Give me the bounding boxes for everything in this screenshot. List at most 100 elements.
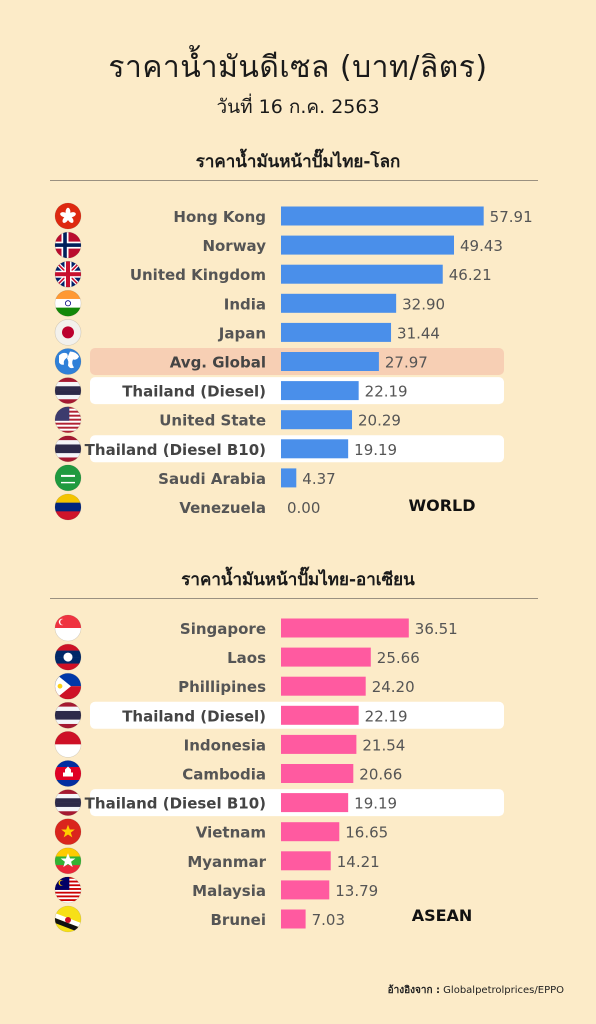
singapore-flag-icon: [54, 614, 82, 642]
chart-row: Laos 25.66: [54, 643, 420, 671]
philippines-flag-icon: [54, 672, 82, 700]
value-label: 13.79: [335, 882, 378, 900]
value-label: 16.65: [345, 824, 388, 842]
category-label: United State: [159, 412, 266, 430]
chart-row: Thailand (Diesel) 22.19: [54, 701, 504, 729]
chart-row: Thailand (Diesel B10) 19.19: [54, 435, 504, 463]
category-label: Malaysia: [192, 882, 266, 900]
thailand-flag-icon: [54, 789, 82, 816]
cambodia-flag-icon: [54, 760, 82, 787]
data-bar: [281, 439, 349, 459]
asean-section-title: ราคาน้ำมันหน้าปั๊มไทย-อาเซียน: [181, 570, 415, 590]
category-label: Norway: [202, 237, 266, 255]
category-label: Cambodia: [182, 766, 266, 784]
thailand-flag-icon: [54, 702, 82, 729]
value-label: 19.19: [354, 441, 397, 459]
data-bar: [281, 293, 397, 313]
category-label: Indonesia: [184, 736, 266, 754]
indonesia-flag-icon: [54, 731, 82, 758]
asean-bar-chart: Singapore 36.51 Laos 25.66 Phillipines 24.20 T…: [54, 614, 504, 933]
main-title: ราคาน้ำมันดีเซล (บาท/ลิตร): [108, 50, 488, 85]
chart-row: Japan 31.44: [54, 319, 440, 346]
data-bar: [281, 381, 359, 401]
myanmar-flag-icon: [54, 847, 82, 875]
category-label: United Kingdom: [130, 266, 266, 284]
category-label: Phillipines: [178, 678, 266, 696]
chart-row: Vietnam 16.65: [54, 818, 388, 845]
chart-row: Myanmar 14.21: [54, 847, 380, 875]
category-label: Saudi Arabia: [158, 470, 266, 488]
value-label: 31.44: [397, 324, 440, 342]
value-label: 32.90: [402, 295, 445, 313]
data-bar: [281, 410, 353, 430]
value-label: 22.19: [365, 383, 408, 401]
data-bar: [281, 909, 306, 929]
category-label: Laos: [227, 649, 266, 667]
united-kingdom-flag-icon: [54, 260, 82, 288]
value-label: 21.54: [362, 736, 405, 754]
data-bar: [281, 676, 366, 696]
data-bar: [281, 793, 349, 813]
category-label: Singapore: [180, 620, 266, 638]
world-bar-chart: Hong Kong 57.91 Norway 49.43 United Kingdom 4…: [54, 202, 533, 521]
chart-row: Brunei 7.03: [54, 905, 345, 933]
value-label: 22.19: [365, 707, 408, 725]
thailand-flag-icon: [54, 377, 82, 404]
data-bar: [281, 851, 331, 871]
value-label: 7.03: [312, 911, 345, 929]
chart-row: Malaysia 13.79: [54, 876, 378, 904]
category-label: Japan: [218, 324, 266, 342]
norway-flag-icon: [54, 231, 82, 259]
chart-row: Indonesia 21.54: [54, 731, 405, 758]
category-label: Thailand (Diesel): [122, 383, 266, 401]
value-label: 20.29: [358, 412, 401, 430]
asean-divider: [50, 598, 538, 599]
value-label: 25.66: [377, 649, 420, 667]
data-bar: [281, 734, 357, 754]
chart-row: Hong Kong 57.91: [54, 202, 533, 230]
brunei-flag-icon: [54, 905, 82, 933]
world-section-title: ราคาน้ำมันหน้าปั๊มไทย-โลก: [195, 152, 401, 172]
category-label: Thailand (Diesel B10): [85, 441, 266, 459]
category-label: Myanmar: [187, 853, 266, 871]
category-label: India: [224, 295, 266, 313]
value-label: 20.66: [359, 766, 402, 784]
vietnam-flag-icon: [54, 818, 82, 845]
united-states-flag-icon: [54, 406, 82, 433]
data-bar: [281, 880, 330, 900]
data-bar: [281, 206, 484, 226]
source-label: อ้างอิงจาก :: [387, 985, 440, 996]
chart-row: Thailand (Diesel) 22.19: [54, 377, 504, 405]
thailand-flag-icon: [54, 435, 82, 463]
category-label: Hong Kong: [173, 208, 266, 226]
data-bar: [281, 352, 379, 371]
value-label: 49.43: [460, 237, 503, 255]
source-credit: อ้างอิงจาก : Globalpetrolprices/EPPO: [388, 983, 564, 998]
chart-row: India 32.90: [54, 290, 445, 317]
value-label: 57.91: [490, 208, 533, 226]
chart-row: Venezuela 0.00: [54, 493, 320, 521]
value-label: 19.19: [354, 795, 397, 813]
saudi-arabia-flag-icon: [54, 464, 82, 492]
chart-row: United Kingdom 46.21: [54, 260, 492, 288]
chart-row: Singapore 36.51: [54, 614, 458, 642]
category-label: Thailand (Diesel): [122, 707, 266, 725]
region-label: ASEAN: [412, 906, 473, 925]
chart-row: Cambodia 20.66: [54, 760, 402, 787]
chart-row: Avg. Global 27.97: [54, 348, 504, 375]
category-label: Avg. Global: [170, 354, 266, 372]
chart-row: Norway 49.43: [54, 231, 503, 259]
region-label: WORLD: [408, 496, 475, 515]
value-label: 14.21: [337, 853, 380, 871]
category-label: Vietnam: [196, 824, 266, 842]
venezuela-flag-icon: [54, 493, 82, 521]
data-bar: [281, 264, 443, 284]
india-flag-icon: [54, 290, 82, 317]
chart-row: Thailand (Diesel B10) 19.19: [54, 789, 504, 817]
source-text: Globalpetrolprices/EPPO: [443, 985, 564, 996]
data-bar: [281, 822, 340, 842]
value-label: 24.20: [372, 678, 415, 696]
date-subtitle: วันที่ 16 ก.ค. 2563: [216, 96, 380, 118]
chart-row: United State 20.29: [54, 406, 401, 433]
